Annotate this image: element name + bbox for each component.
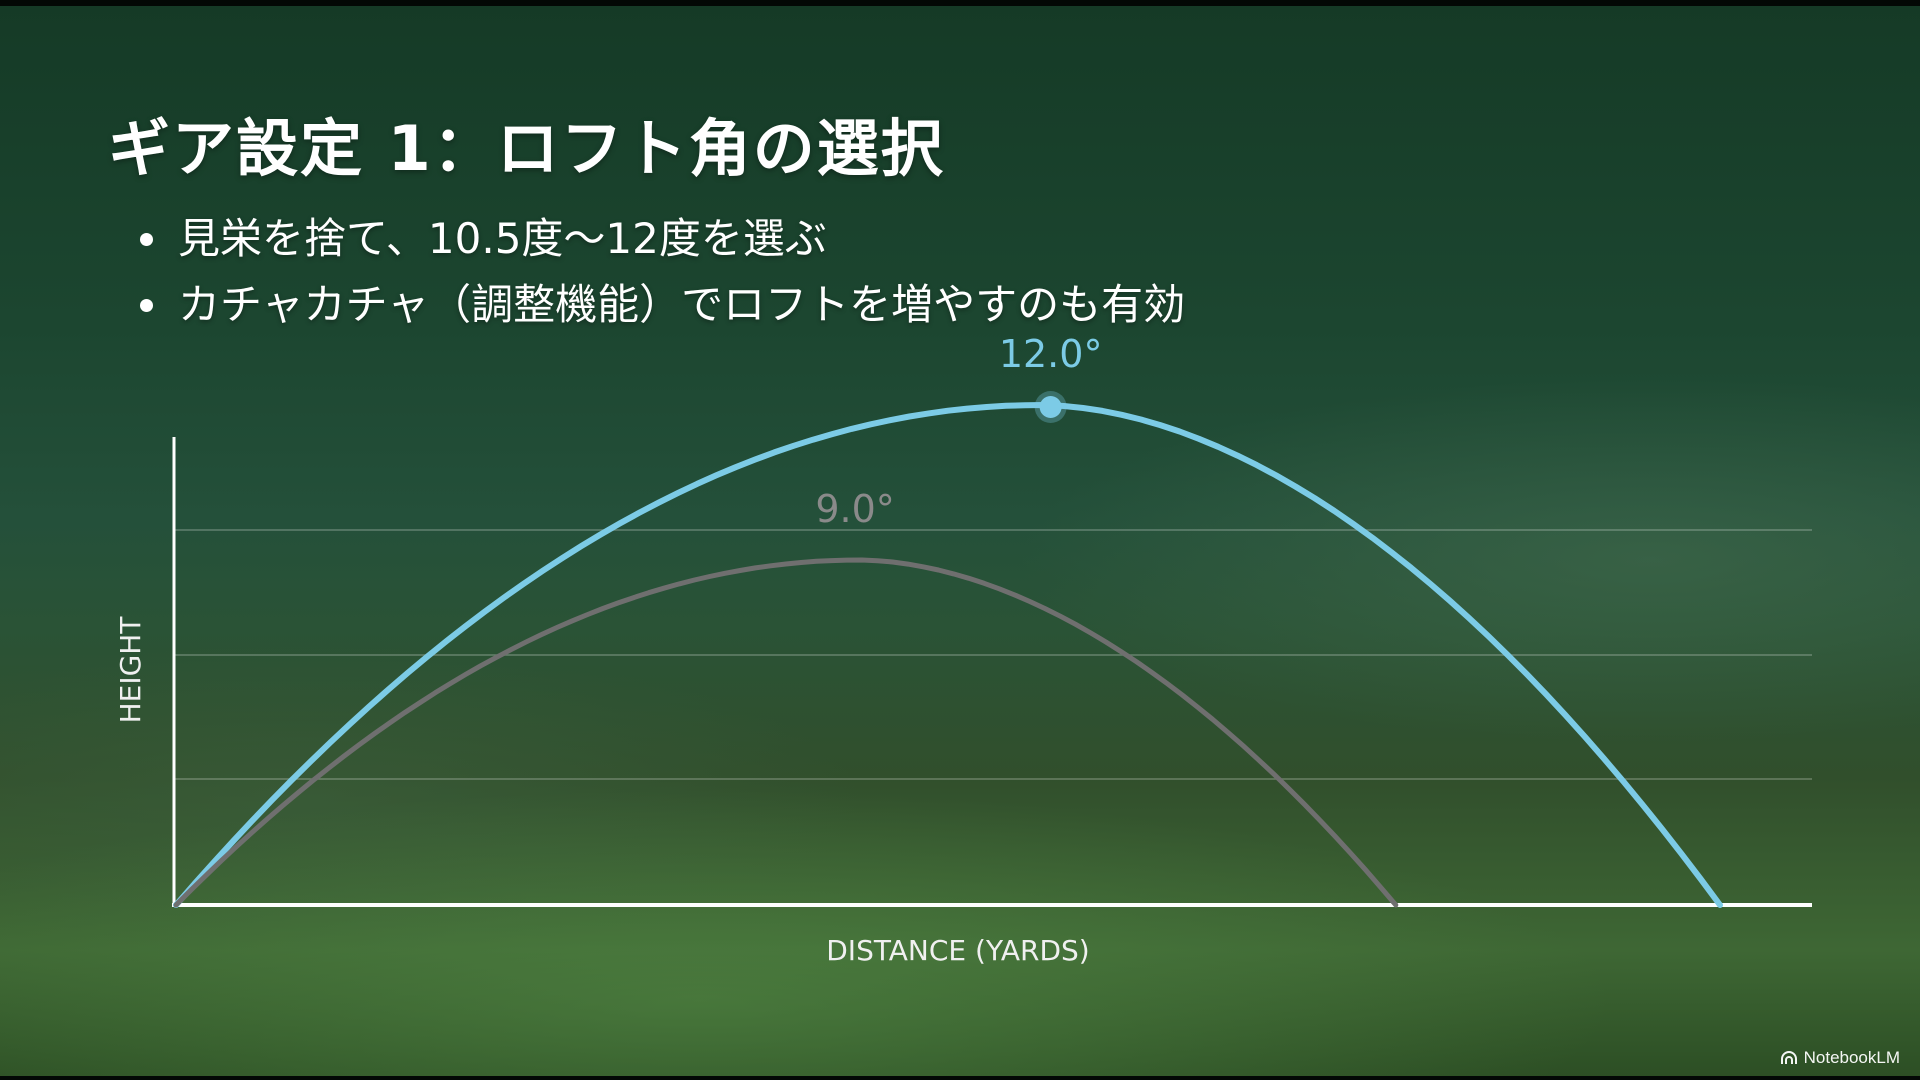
brand-label: NotebookLM [1803,1048,1900,1067]
series-label-90: 9.0° [815,487,894,531]
notebooklm-logo-icon [1780,1051,1797,1064]
bullet-item: カチャカチャ（調整機能）でロフトを増やすのも有効 [138,272,1185,338]
trajectory-line-120 [173,402,1723,908]
peak-marker [1039,396,1062,418]
grid-lines [174,529,1812,780]
bullet-text: 見栄を捨て、10.5度〜12度を選ぶ [178,214,827,263]
trajectory-line-90 [173,557,1399,908]
y-axis-label: HEIGHT [114,616,147,724]
series-layer: 12.0° 9.0° [173,332,1723,908]
top-border [0,0,1920,6]
bullet-dot-icon [140,299,153,312]
bullet-dot-icon [140,233,153,246]
series-label-120: 12.0° [999,332,1103,376]
bottom-border [0,1076,1920,1080]
bullet-list: 見栄を捨て、10.5度〜12度を選ぶ カチャカチャ（調整機能）でロフトを増やすの… [138,206,1185,338]
bullet-item: 見栄を捨て、10.5度〜12度を選ぶ [138,206,1185,272]
x-axis-label: DISTANCE (YARDS) [826,934,1089,967]
notebooklm-watermark: NotebookLM [1780,1048,1900,1068]
bullet-text: カチャカチャ（調整機能）でロフトを増やすのも有効 [178,280,1186,329]
slide-title: ギア設定 1：ロフト角の選択 [108,112,945,185]
